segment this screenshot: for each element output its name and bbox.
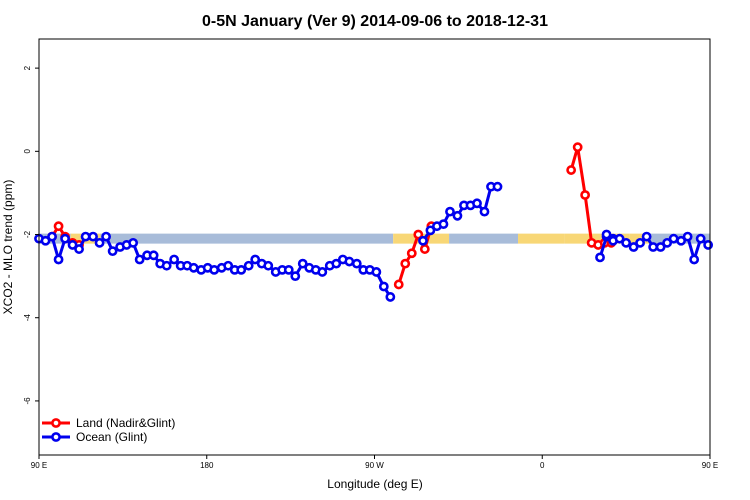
data-point [572,142,583,153]
data-point [40,235,51,246]
data-point [695,233,706,244]
data-point [419,244,430,254]
data-point [413,229,424,240]
data-point [635,237,646,248]
data-point [263,260,274,271]
data-point [128,237,139,248]
x-tick-label: 90 W [365,461,384,470]
data-point [331,258,342,269]
y-tick-label: 2 [23,65,32,70]
data-point [134,254,145,265]
data-point [682,231,693,242]
data-point [689,254,700,265]
data-point [53,221,64,232]
data-point [479,206,490,217]
data-point [378,281,389,292]
data-point [243,260,254,271]
y-axis: 2 0 -2 -4 -6 [23,65,39,404]
data-point [438,219,449,230]
data-point [283,264,294,275]
data-point [53,254,64,265]
series-layer [34,142,714,302]
data-point [47,231,57,242]
data-point [290,271,301,282]
data-point [425,225,436,236]
data-point [88,231,98,242]
data-point [655,242,666,252]
data-point [101,231,111,242]
data-point [188,262,199,273]
data-point [371,267,382,277]
data-point [60,233,70,244]
legend-label: Ocean (Glint) [76,430,147,444]
data-point [393,279,404,290]
data-point [148,250,159,261]
y-tick-label: 0 [23,149,32,154]
data-point [492,181,503,192]
series-ocean [34,181,714,302]
data-point [94,237,105,248]
data-point [169,254,180,265]
legend-marker [51,432,61,442]
chart-title: 0-5N January (Ver 9) 2014-09-06 to 2018-… [202,13,548,30]
data-point [236,264,247,275]
x-tick-label: 0 [540,461,545,470]
y-tick-label: -2 [23,230,32,238]
data-point [223,260,234,271]
data-point [566,165,577,175]
legend-label: Land (Nadir&Glint) [76,416,175,430]
x-tick-label: 90 E [31,461,47,470]
data-point [641,231,652,242]
data-point [250,254,261,265]
data-point [472,198,482,209]
data-point [703,240,714,250]
y-tick-label: -6 [23,397,32,405]
data-point [107,246,118,257]
data-point [80,231,91,242]
data-point [621,237,632,248]
data-point [317,267,328,277]
data-point [344,256,355,267]
data-point [601,229,612,240]
data-point [595,252,605,263]
x-axis: 90 E 180 90 W 0 90 E [31,455,718,470]
y-axis-label: XCO2 - MLO trend (ppm) [1,180,15,315]
data-point [400,258,411,269]
data-point [614,233,625,244]
data-point [161,260,172,271]
x-tick-label: 180 [200,461,214,470]
x-tick-label: 90 E [702,461,718,470]
data-point [452,210,463,221]
data-point [445,206,455,217]
data-point [662,237,673,248]
x-axis-label: Longitude (deg E) [327,477,422,491]
data-point [648,242,659,252]
data-point [67,240,78,250]
data-point [297,258,308,269]
data-point [418,235,428,246]
data-point [209,264,220,275]
data-point [676,235,687,246]
data-point [668,233,679,244]
legend-marker [51,418,61,428]
data-point [74,244,84,254]
legend: Land (Nadir&Glint)Ocean (Glint) [42,416,175,444]
data-point [406,248,417,259]
data-point [628,242,639,252]
y-tick-label: -4 [23,314,32,322]
data-point [351,258,362,269]
data-point [580,190,591,200]
data-point [385,292,396,302]
